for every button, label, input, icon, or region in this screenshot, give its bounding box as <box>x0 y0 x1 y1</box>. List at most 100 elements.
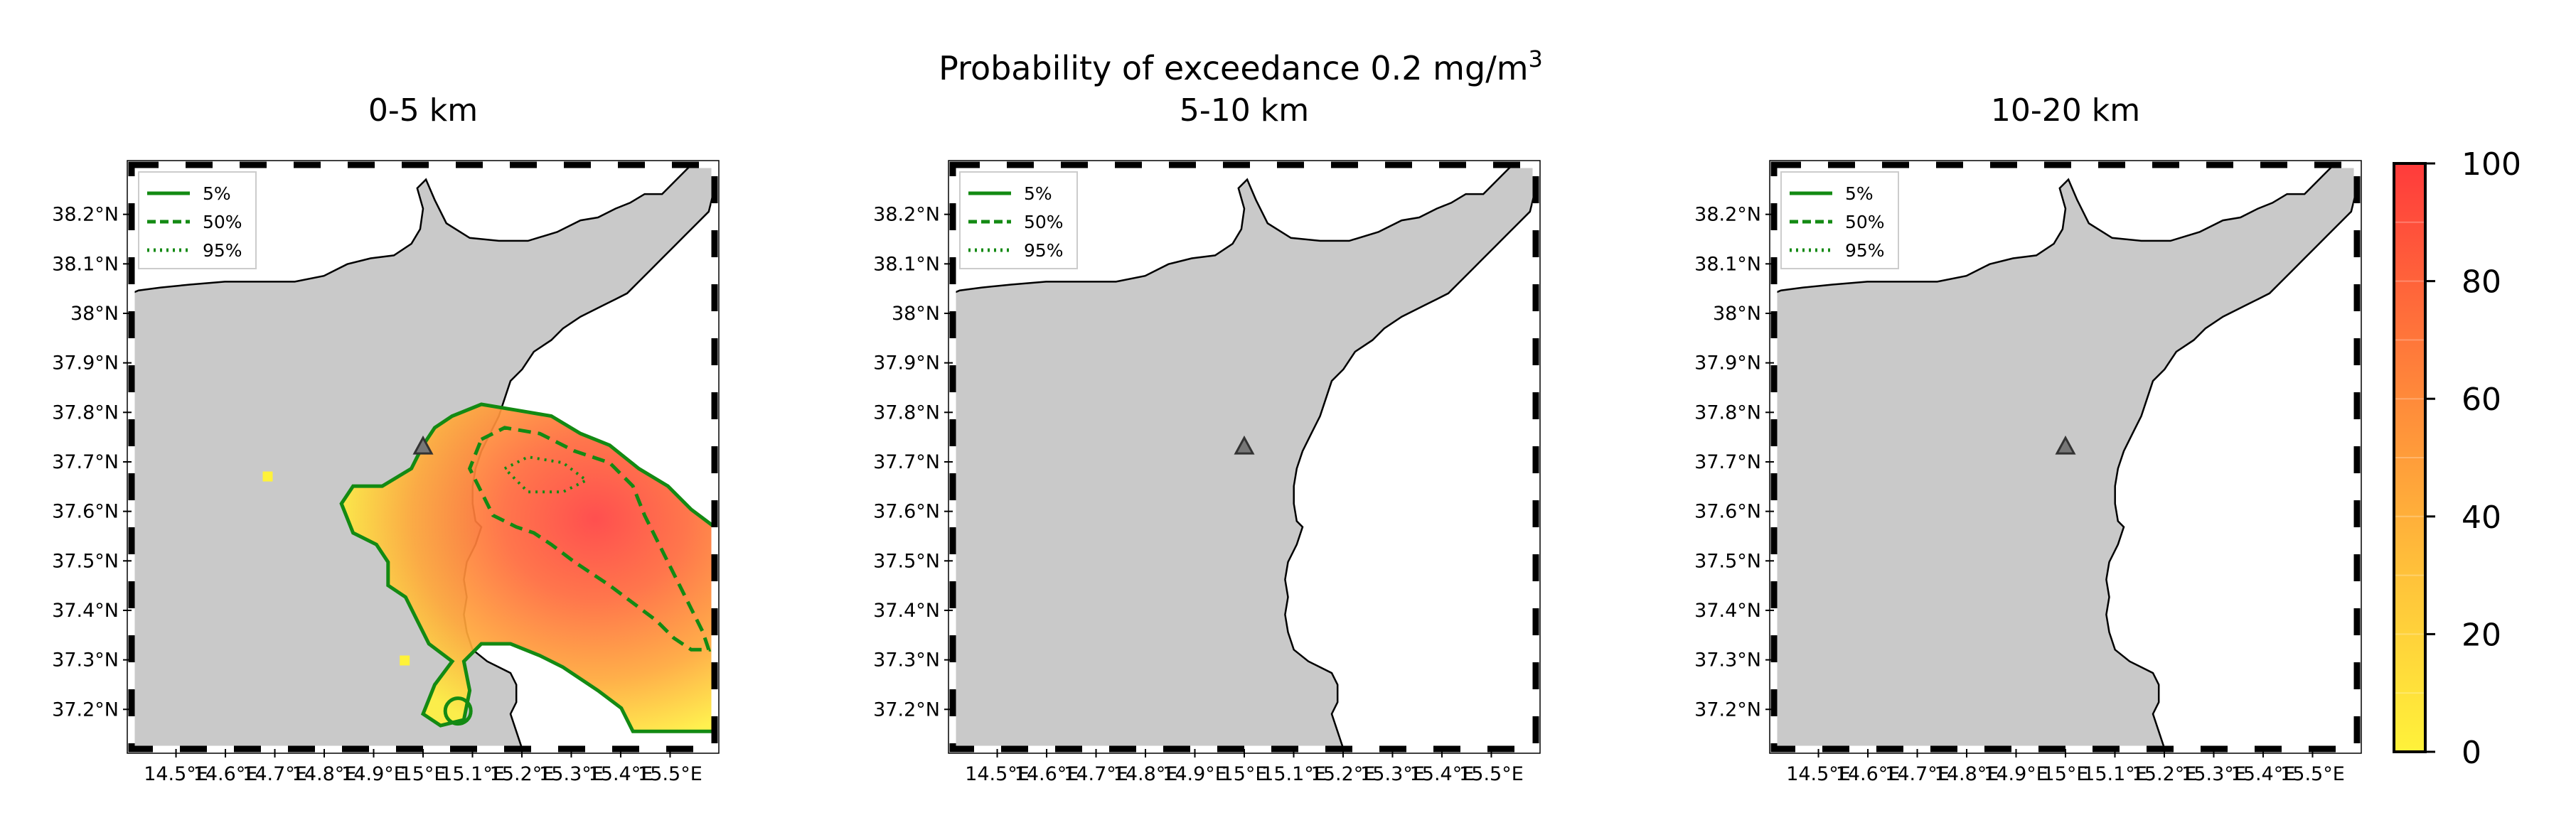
plume-cell <box>400 655 410 666</box>
lat-tick-label: 37.9°N <box>1694 352 1761 374</box>
lat-tick-label: 38.1°N <box>873 253 940 275</box>
panel-title: 10-20 km <box>1991 92 2140 129</box>
figure-title: Probability of exceedance 0.2 mg/m3 <box>939 45 1543 87</box>
map-panel-1: 0-5 km 38.2°N 38.1°N 38°N 37.9°N 37.8°N 37.7°N… <box>52 92 720 785</box>
lon-tick-label: 15.4°E <box>2231 763 2296 785</box>
lon-tick-label: 14.6°E <box>193 763 258 785</box>
lat-tick-label: 37.3°N <box>873 649 940 672</box>
lat-tick-label: 37.2°N <box>1694 699 1761 721</box>
lon-tick-label: 14.7°E <box>1885 763 1950 785</box>
lat-tick-label: 37.2°N <box>873 699 940 721</box>
contour-legend: 5% 50% 95% <box>1780 171 1899 269</box>
lon-tick-label: 14.6°E <box>1015 763 1079 785</box>
lon-tick-label: 15°E <box>2043 763 2089 785</box>
lon-tick-label: 14.9°E <box>341 763 406 785</box>
colorbar-tick-label: 60 <box>2462 382 2501 418</box>
legend-label: 95% <box>1845 240 1885 261</box>
legend-label: 5% <box>203 183 231 204</box>
lat-tick-label: 37.6°N <box>1694 501 1761 523</box>
lon-tick-label: 14.7°E <box>1064 763 1128 785</box>
lon-tick-label: 14.5°E <box>1786 763 1851 785</box>
lon-tick-label: 15.3°E <box>2181 763 2246 785</box>
lat-tick-label: 37.9°N <box>52 352 119 374</box>
lon-tick-label: 15.1°E <box>440 763 505 785</box>
lat-tick-label: 38.2°N <box>52 204 119 226</box>
volcano-vent-icon <box>412 435 434 455</box>
lat-tick-label: 37.3°N <box>1694 649 1761 672</box>
panel-title: 0-5 km <box>368 92 478 129</box>
lon-tick-label: 15.3°E <box>1360 763 1425 785</box>
legend-box <box>1780 171 1899 269</box>
volcano-vent-icon <box>2055 435 2076 455</box>
lat-tick-label: 38.1°N <box>52 253 119 275</box>
lon-tick-label: 15°E <box>1222 763 1268 785</box>
lat-tick-label: 37.7°N <box>873 451 940 473</box>
lat-tick-label: 37.8°N <box>1694 401 1761 424</box>
lon-tick-label: 15.1°E <box>2083 763 2147 785</box>
lat-tick-label: 37.4°N <box>873 600 940 622</box>
lon-tick-label: 14.6°E <box>1836 763 1901 785</box>
lat-tick-label: 37.2°N <box>52 699 119 721</box>
legend-box <box>959 171 1078 269</box>
lat-tick-label: 38°N <box>1713 303 1761 325</box>
lat-tick-label: 37.4°N <box>52 600 119 622</box>
colorbar-tick-label: 100 <box>2462 146 2521 183</box>
lat-tick-label: 38.2°N <box>1694 204 1761 226</box>
lat-tick-label: 38°N <box>70 303 119 325</box>
lat-tick-label: 38.2°N <box>873 204 940 226</box>
lat-tick-label: 37.7°N <box>1694 451 1761 473</box>
land-mass <box>953 165 1536 749</box>
contour-legend: 5% 50% 95% <box>138 171 257 269</box>
contour-5-percent-loop <box>443 696 473 726</box>
colorbar-gradient <box>2393 162 2427 753</box>
legend-label: 50% <box>1024 212 1064 232</box>
lat-tick-label: 37.3°N <box>52 649 119 672</box>
lat-tick-label: 37.5°N <box>1694 550 1761 572</box>
lat-tick-label: 37.8°N <box>873 401 940 424</box>
lon-tick-label: 15.5°E <box>1459 763 1524 785</box>
colorbar-tick-label: 40 <box>2462 500 2501 536</box>
lat-tick-label: 37.5°N <box>873 550 940 572</box>
colorbar-tick-label: 80 <box>2462 264 2501 301</box>
lat-tick-label: 38.1°N <box>1694 253 1761 275</box>
legend-label: 50% <box>203 212 242 232</box>
legend-label: 5% <box>1024 183 1052 204</box>
land-mass <box>1774 165 2357 749</box>
lon-tick-label: 14.8°E <box>1935 763 1999 785</box>
legend-label: 50% <box>1845 212 1885 232</box>
lat-tick-label: 37.6°N <box>52 501 119 523</box>
legend-label: 95% <box>1024 240 1064 261</box>
lat-tick-label: 38°N <box>892 303 940 325</box>
lon-tick-label: 15.5°E <box>638 763 702 785</box>
lon-tick-label: 15.3°E <box>539 763 604 785</box>
lat-tick-label: 37.4°N <box>1694 600 1761 622</box>
map-panel-2: 5-10 km 38.2°N 38.1°N 38°N 37.9°N 37.8°N 37.7°… <box>873 92 1541 785</box>
legend-box <box>138 171 257 269</box>
contour-legend: 5% 50% 95% <box>959 171 1078 269</box>
lon-tick-label: 15.5°E <box>2280 763 2345 785</box>
lat-tick-label: 37.9°N <box>873 352 940 374</box>
lat-tick-label: 37.8°N <box>52 401 119 424</box>
contour-5-percent <box>339 402 715 733</box>
panel-title: 5-10 km <box>1180 92 1309 129</box>
lon-tick-label: 15.1°E <box>1261 763 1326 785</box>
legend-label: 95% <box>203 240 242 261</box>
lon-tick-label: 14.5°E <box>965 763 1030 785</box>
lon-tick-label: 15.4°E <box>1410 763 1475 785</box>
lon-tick-label: 14.8°E <box>292 763 357 785</box>
lon-tick-label: 15°E <box>400 763 447 785</box>
plume-cell <box>262 471 273 482</box>
map-panel-3: 10-20 km 38.2°N 38.1°N 38°N 37.9°N 37.8°N 37.7… <box>1694 92 2362 785</box>
colorbar-tick-label: 20 <box>2462 617 2501 653</box>
lon-tick-label: 14.9°E <box>1984 763 2048 785</box>
colorbar-tick-label: 0 <box>2462 735 2481 771</box>
lon-tick-label: 15.2°E <box>1311 763 1376 785</box>
volcano-vent-icon <box>1234 435 1255 455</box>
legend-label: 5% <box>1845 183 1874 204</box>
probability-field <box>341 404 715 732</box>
lat-tick-label: 37.5°N <box>52 550 119 572</box>
lon-tick-label: 15.4°E <box>589 763 653 785</box>
lon-tick-label: 15.2°E <box>490 763 555 785</box>
colorbar: 0 20 40 60 80 100 <box>2393 146 2521 771</box>
